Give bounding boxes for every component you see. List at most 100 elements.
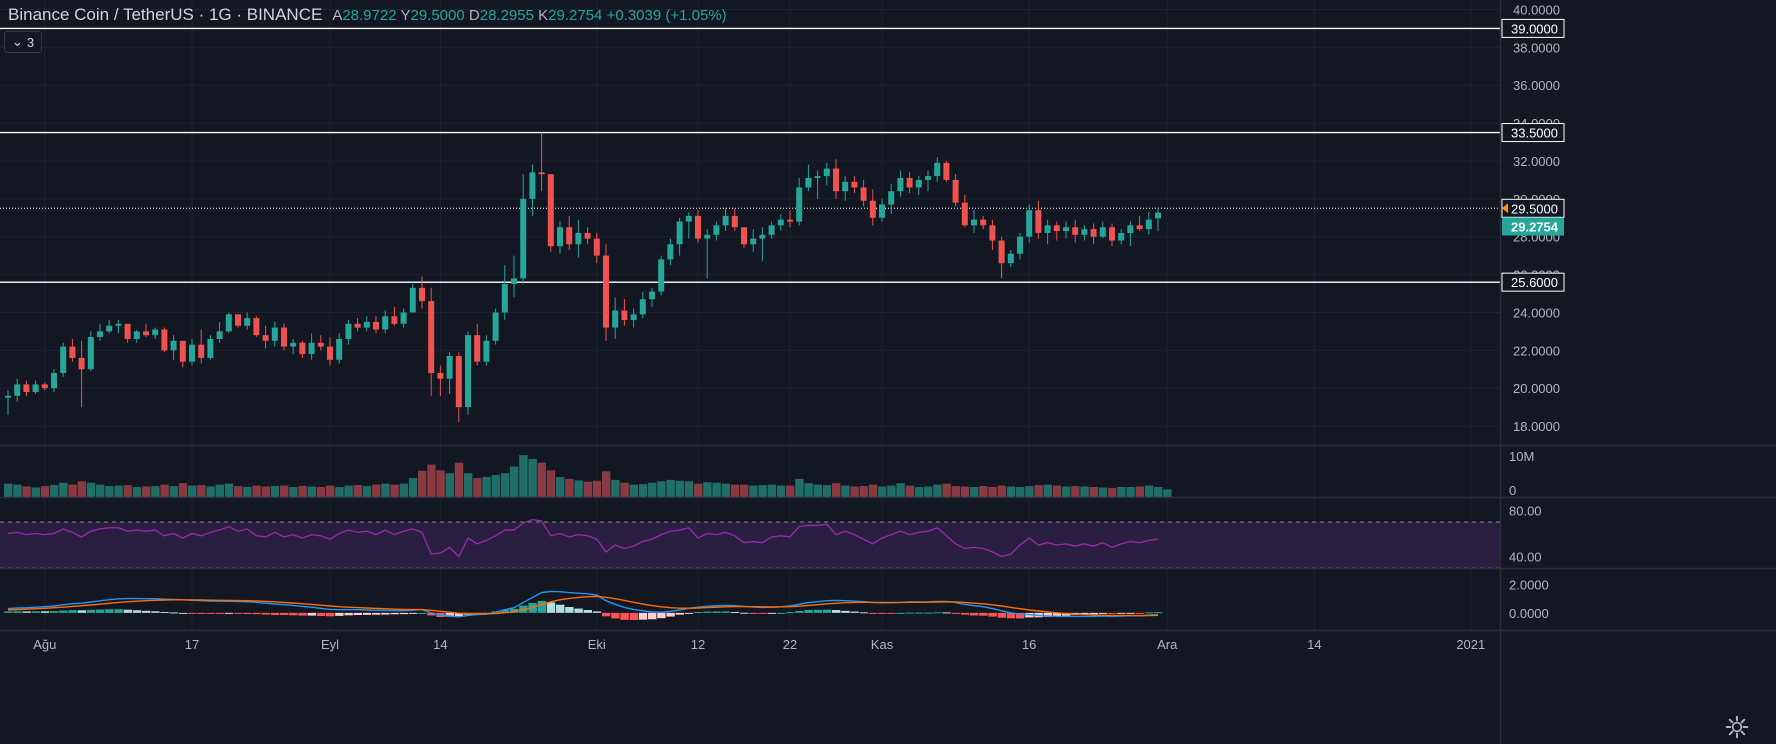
macd-histogram-bar xyxy=(740,612,749,614)
time-tick-label: 12 xyxy=(691,637,705,652)
volume-bar xyxy=(951,486,960,497)
macd-histogram-bar xyxy=(353,612,362,615)
volume-bar xyxy=(151,486,160,497)
macd-histogram-bar xyxy=(215,612,224,614)
candle-body xyxy=(897,178,904,192)
candle-body xyxy=(455,356,462,408)
candle-body xyxy=(1053,225,1060,232)
macd-histogram-bar xyxy=(326,612,335,617)
candle-body xyxy=(750,238,757,245)
candle-body xyxy=(869,200,876,218)
volume-bar xyxy=(804,483,813,497)
macd-histogram-bar xyxy=(335,612,344,616)
macd-histogram-bar xyxy=(666,612,675,617)
macd-histogram-bar xyxy=(841,610,850,613)
candle-body xyxy=(363,321,370,328)
candle-body xyxy=(796,187,803,222)
candle-body xyxy=(1044,225,1051,233)
macd-histogram-bar xyxy=(933,612,942,614)
price-tick-label: 38.0000 xyxy=(1513,40,1560,55)
macd-histogram-bar xyxy=(537,601,546,613)
low-value: 28.2955 xyxy=(479,7,534,24)
chevron-down-icon: ⌄ xyxy=(11,34,23,49)
macd-histogram-bar xyxy=(914,612,924,614)
candle-body xyxy=(5,395,11,398)
candle-body xyxy=(685,215,692,222)
volume-bar xyxy=(362,486,372,497)
volume-bar xyxy=(988,487,997,497)
macd-histogram-bar xyxy=(68,610,77,613)
macd-pane xyxy=(4,590,1163,620)
volume-bar xyxy=(896,483,905,497)
gear-icon[interactable] xyxy=(1724,714,1750,740)
candle-body xyxy=(731,215,738,228)
macd-histogram-bar xyxy=(40,611,50,613)
candle-body xyxy=(465,335,471,408)
indicators-collapse-button[interactable]: ⌄ 3 xyxy=(4,31,42,53)
price-axis[interactable]: 40.000038.000036.000034.000032.000030.00… xyxy=(1501,2,1565,621)
volume-bar xyxy=(694,483,703,497)
volume-bar xyxy=(1034,485,1043,497)
volume-bar xyxy=(997,485,1006,497)
volume-bar xyxy=(730,484,740,497)
macd-histogram-bar xyxy=(1016,612,1025,619)
candle-body xyxy=(777,219,784,226)
candle-body xyxy=(787,219,793,222)
macd-histogram-bar xyxy=(942,612,951,614)
volume-bar xyxy=(335,487,344,497)
macd-histogram-bar xyxy=(500,609,510,613)
ohlc-values: A28.9722 Y29.5000 D28.2955 K29.2754 +0.3… xyxy=(332,7,726,24)
volume-bar xyxy=(188,485,197,497)
candle-body xyxy=(14,384,21,396)
candle-body xyxy=(437,373,444,379)
time-tick-label: Ara xyxy=(1157,637,1178,652)
volume-bar xyxy=(1043,484,1052,497)
macd-histogram-bar xyxy=(822,609,832,613)
candle-body xyxy=(189,344,195,362)
candle-body xyxy=(842,181,849,192)
volume-bar xyxy=(1098,487,1108,497)
macd-histogram-bar xyxy=(1117,612,1126,614)
volume-bar xyxy=(1071,486,1080,497)
volume-bar xyxy=(1025,486,1034,497)
macd-histogram-bar xyxy=(896,612,905,614)
volume-bar xyxy=(1135,486,1144,497)
symbol-title[interactable]: Binance Coin / TetherUS · 1G · BINANCE xyxy=(8,5,323,24)
volume-bar xyxy=(749,485,758,497)
volume-bar xyxy=(252,485,261,497)
time-axis[interactable]: Ağu 17 Eyl 14 Eki 12 22 Kas 16 Ara 14 2021 xyxy=(33,637,1485,652)
macd-histogram-bar xyxy=(1126,612,1135,614)
volume-bar xyxy=(905,485,914,497)
candle-body xyxy=(106,325,113,332)
macd-histogram-bar xyxy=(86,609,96,613)
time-tick-label: 16 xyxy=(1022,637,1036,652)
macd-histogram-bar xyxy=(813,609,822,613)
volume-bar xyxy=(556,477,565,497)
candle-body xyxy=(722,215,729,226)
low-label: D xyxy=(468,7,480,24)
volume-bar xyxy=(436,470,445,497)
level-badge xyxy=(1501,272,1565,292)
macd-histogram-bar xyxy=(960,612,970,615)
candle-body xyxy=(124,323,131,339)
volume-bar xyxy=(1062,486,1071,497)
candle-body xyxy=(547,174,554,247)
candle-body xyxy=(317,342,324,347)
candlestick-series xyxy=(5,132,1161,423)
macd-histogram-bar xyxy=(887,612,896,614)
volume-bar xyxy=(491,475,500,497)
candle-body xyxy=(805,178,812,188)
volume-bar xyxy=(1052,485,1062,497)
macd-histogram-bar xyxy=(289,612,298,616)
time-tick-label: 14 xyxy=(433,637,447,652)
candle-body xyxy=(373,321,379,330)
volume-bar xyxy=(445,473,454,497)
volume-bar xyxy=(767,484,776,497)
price-tick-label: 22.0000 xyxy=(1513,343,1560,358)
macd-histogram-bar xyxy=(988,612,997,617)
candle-body xyxy=(51,373,57,389)
alert-marker xyxy=(1502,203,1508,214)
macd-histogram-bar xyxy=(114,609,123,613)
macd-histogram-bar xyxy=(758,612,767,614)
